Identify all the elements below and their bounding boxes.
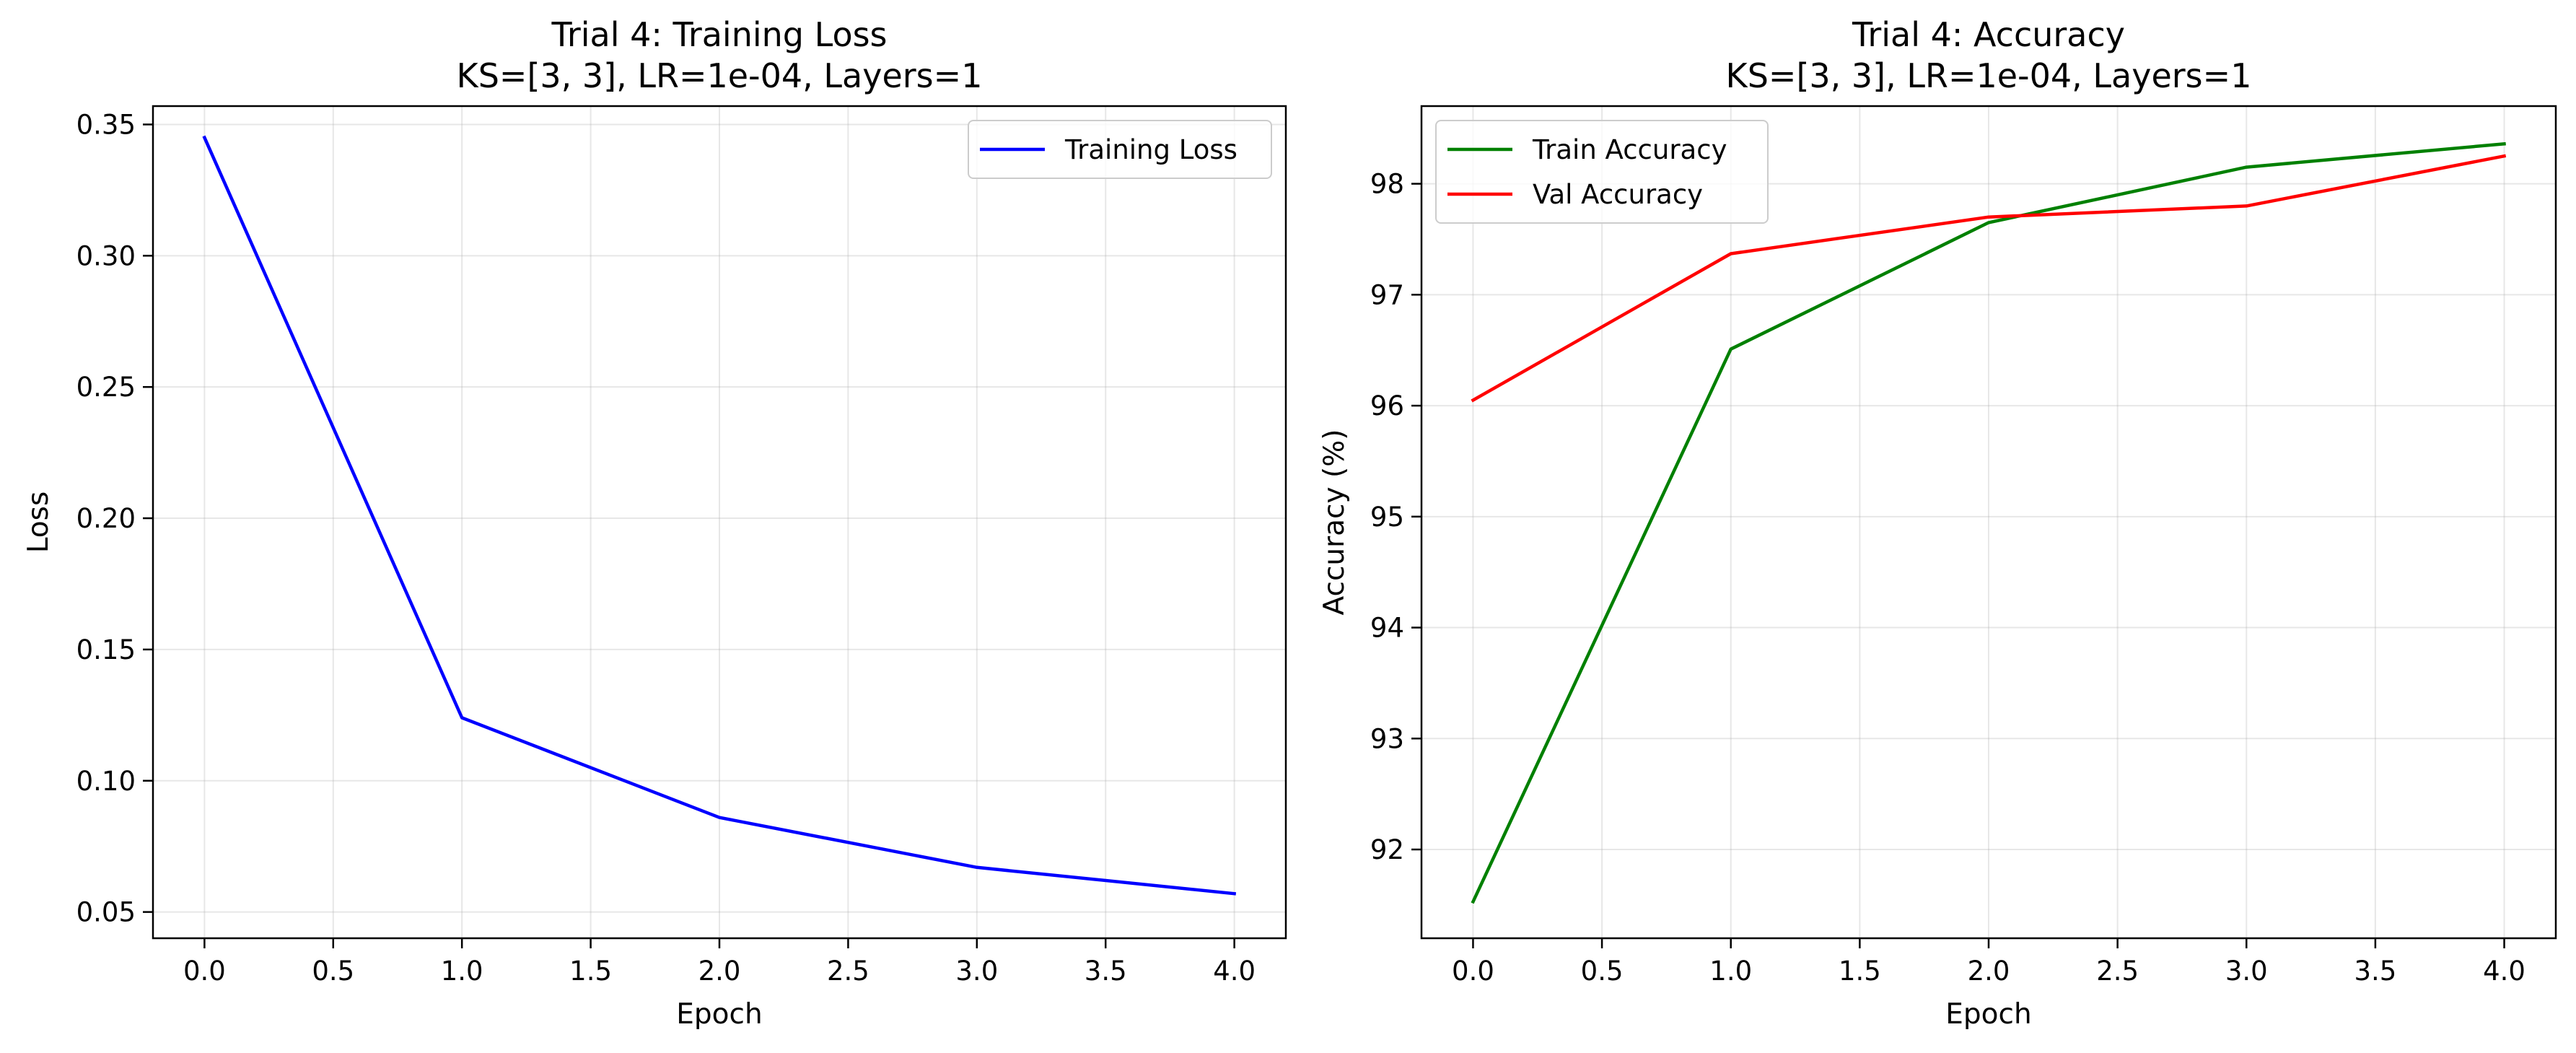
chart2-xtick-label-3: 1.5: [1839, 956, 1881, 987]
chart1-legend: Training Loss: [968, 120, 1272, 179]
chart2-xtick-label-4: 2.0: [1968, 956, 2010, 987]
chart2-xtick-label-6: 3.0: [2225, 956, 2268, 987]
chart1: 0.0 0.5 1.0 1.5 2.0 2.5 3.0 3.5 4.0 0.05 0.10 0.15 0…: [22, 15, 1287, 1031]
chart1-xtick-label-1: 0.5: [312, 956, 354, 987]
chart1-ytick-label-6: 0.35: [76, 109, 136, 140]
chart2-ytick-label-6: 98: [1370, 169, 1404, 200]
chart2-xtick-label-7: 3.5: [2354, 956, 2396, 987]
chart2-ytick-label-1: 93: [1370, 723, 1404, 754]
chart2-series-2-line: [1471, 154, 2507, 403]
chart1-legend-label-1: Training Loss: [1064, 134, 1237, 165]
chart1-xtick-label-4: 2.0: [698, 956, 741, 987]
chart2-legend-label-1: Train Accuracy: [1532, 134, 1727, 165]
chart1-ytick-label-0: 0.05: [76, 897, 136, 928]
chart2-ytick-label-4: 96: [1370, 390, 1404, 421]
chart1-xlabel: Epoch: [676, 998, 762, 1031]
chart2-xtick-label-1: 0.5: [1581, 956, 1624, 987]
chart2: 0.0 0.5 1.0 1.5 2.0 2.5 3.0 3.5 4.0 92 93 94 95 96 97 9…: [1318, 15, 2557, 1031]
chart1-xtick-label-5: 2.5: [827, 956, 869, 987]
chart2-legend-label-2: Val Accuracy: [1533, 179, 1703, 210]
chart1-ytick-label-1: 0.10: [76, 766, 136, 797]
chart1-ytick-label-4: 0.25: [76, 372, 136, 403]
chart2-ytick-label-5: 97: [1370, 279, 1404, 310]
chart1-xtick-label-6: 3.0: [955, 956, 998, 987]
chart1-ytick-label-2: 0.15: [76, 634, 136, 665]
chart2-ylabel: Accuracy (%): [1318, 429, 1351, 616]
chart2-ytick-label-2: 94: [1370, 613, 1404, 644]
chart1-legend-box: [968, 120, 1272, 179]
chart1-xtick-label-2: 1.0: [441, 956, 483, 987]
chart2-xtick-label-0: 0.0: [1452, 956, 1494, 987]
chart1-xtick-label-3: 1.5: [569, 956, 612, 987]
chart1-xtick-label-0: 0.0: [183, 956, 226, 987]
chart1-title-line-2: KS=[3, 3], LR=1e-04, Layers=1: [457, 56, 983, 95]
chart1-series-1-line: [202, 135, 1237, 896]
chart1-xtick-label-7: 3.5: [1085, 956, 1127, 987]
chart1-ytick-label-3: 0.20: [76, 503, 136, 534]
chart2-title-line-1: Trial 4: Accuracy: [1852, 15, 2125, 54]
chart1-title-line-1: Trial 4: Training Loss: [551, 15, 887, 54]
chart1-ytick-label-5: 0.30: [76, 240, 136, 271]
chart2-legend: Train Accuracy Val Accuracy: [1435, 120, 1769, 224]
chart1-ylabel: Loss: [22, 491, 55, 554]
chart2-ytick-label-3: 95: [1370, 502, 1404, 533]
chart2-series-1-line: [1471, 141, 2506, 904]
chart2-legend-box: [1435, 120, 1769, 224]
chart2-ytick-label-0: 92: [1370, 834, 1404, 865]
chart2-xtick-label-5: 2.5: [2096, 956, 2139, 987]
chart2-xlabel: Epoch: [1945, 998, 2031, 1031]
chart2-xtick-label-8: 4.0: [2483, 956, 2525, 987]
chart2-xtick-label-2: 1.0: [1709, 956, 1752, 987]
chart1-xtick-label-8: 4.0: [1213, 956, 1256, 987]
chart2-title-line-2: KS=[3, 3], LR=1e-04, Layers=1: [1726, 56, 2252, 95]
